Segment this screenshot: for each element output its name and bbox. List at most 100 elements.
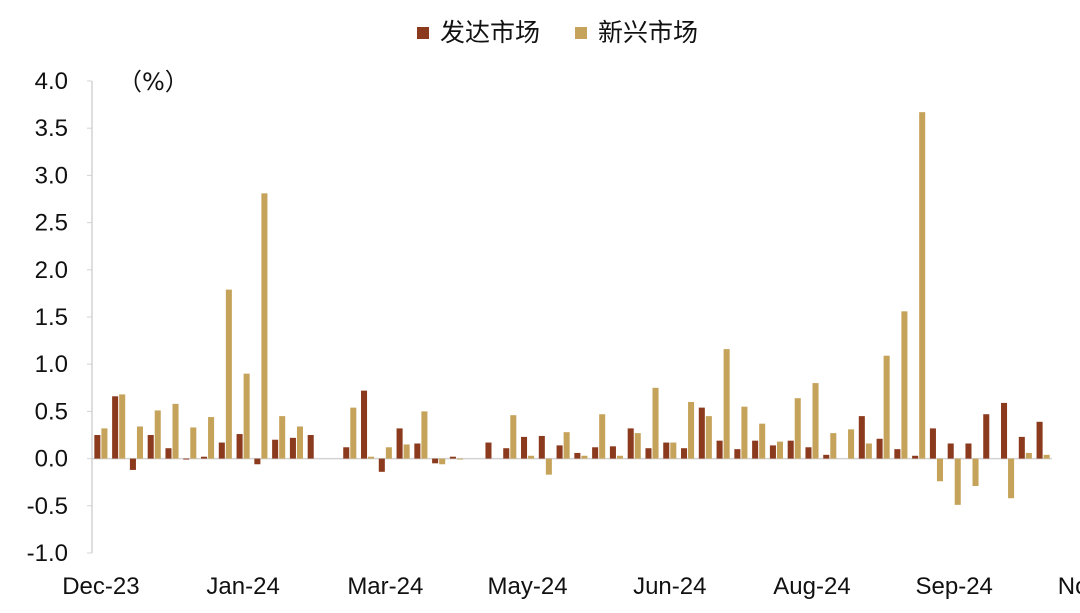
bar-emerging-6 [208,417,215,459]
bar-developed-53 [1036,421,1043,459]
bar-developed-5 [183,458,190,460]
bar-emerging-35 [723,349,730,459]
x-tick-label: Nov-24 [1058,573,1080,600]
bar-emerging-16 [385,447,392,459]
bar-developed-30 [627,428,634,459]
bar-emerging-18 [421,411,428,459]
bar-emerging-24 [528,455,535,459]
bar-emerging-49 [972,458,979,486]
bar-emerging-33 [688,401,695,459]
bar-developed-50 [983,414,990,459]
bar-developed-51 [1001,402,1008,459]
bar-emerging-44 [883,355,890,459]
bar-emerging-37 [759,423,766,459]
bar-emerging-7 [225,289,232,459]
bar-emerging-51 [1008,458,1015,499]
bar-emerging-14 [350,407,357,459]
bar-emerging-5 [190,427,197,459]
y-tick-label: 3.0 [35,162,68,189]
y-tick-label: -1.0 [27,540,68,567]
x-tick-label: Sep-24 [916,573,993,600]
bar-emerging-29 [616,455,623,459]
bar-developed-23 [503,448,510,459]
bar-emerging-52 [1025,452,1032,459]
bar-developed-37 [752,440,759,459]
bar-developed-18 [414,443,421,459]
bar-developed-33 [681,448,688,459]
bar-emerging-46 [919,112,926,459]
bar-developed-22 [485,442,492,459]
bar-developed-9 [254,458,261,465]
legend-label-emerging: 新兴市场 [598,18,698,47]
bar-developed-14 [343,447,350,459]
bar-emerging-36 [741,406,748,459]
bar-emerging-25 [545,458,552,475]
y-tick-label: 1.0 [35,351,68,378]
bar-developed-44 [876,438,883,459]
bar-developed-28 [592,447,599,459]
bar-emerging-38 [776,441,783,459]
bar-developed-19 [432,458,439,464]
bar-developed-35 [716,440,723,459]
x-tick-label: Jun-24 [633,573,706,600]
bar-developed-6 [201,456,208,459]
bar-developed-20 [449,456,456,459]
y-tick-label: 3.5 [35,115,68,142]
bar-emerging-40 [812,383,819,459]
bar-developed-7 [218,442,225,459]
bar-emerging-15 [368,456,375,459]
bar-emerging-30 [634,433,641,459]
bar-developed-27 [574,452,581,459]
bar-emerging-10 [279,416,286,459]
bar-developed-46 [912,455,919,459]
bar-developed-24 [521,436,528,459]
x-tick-label: Aug-24 [773,573,850,600]
bar-emerging-48 [954,458,961,505]
bar-developed-12 [307,435,314,459]
unit-label: （%） [118,68,189,96]
y-tick-label: 2.5 [35,210,68,237]
bar-emerging-32 [670,442,677,459]
bar-emerging-26 [563,432,570,459]
bar-developed-0 [94,435,101,459]
bar-emerging-42 [848,429,855,459]
x-tick-label: Jan-24 [206,573,279,600]
bar-emerging-20 [456,458,463,460]
bar-developed-38 [769,445,776,459]
bar-developed-4 [165,448,172,459]
y-tick-label: -0.5 [27,493,68,520]
bar-developed-8 [236,434,243,459]
bar-developed-10 [272,439,279,459]
bar-developed-1 [112,396,119,459]
bar-emerging-11 [296,426,303,459]
y-tick-label: 4.0 [35,68,68,95]
bar-emerging-17 [403,444,410,459]
bar-emerging-34 [705,416,712,459]
bar-developed-36 [734,449,741,459]
bar-emerging-47 [936,458,943,482]
bar-emerging-45 [901,311,908,459]
bar-emerging-28 [599,414,606,459]
bar-developed-15 [361,390,368,459]
bar-emerging-3 [154,410,161,459]
bar-developed-29 [609,446,616,459]
bar-emerging-23 [510,415,517,459]
bar-emerging-53 [1043,454,1050,459]
y-axis: 4.0 3.5 3.0 2.5 2.0 1.5 1.0 0.5 0.0 -0.5 -1.0 [27,68,93,567]
bar-developed-49 [965,443,972,459]
x-tick-label: May-24 [488,573,568,600]
bar-emerging-9 [261,193,268,459]
bar-emerging-2 [136,426,143,459]
bar-emerging-8 [243,373,250,459]
bar-developed-32 [663,442,670,459]
x-axis: Dec-23 Jan-24 Mar-24 May-24 Jun-24 Aug-24 Sep-… [62,457,1080,600]
legend-swatch-emerging [575,27,587,39]
bars [94,112,1050,505]
bar-developed-43 [858,416,865,459]
legend-swatch-developed [417,27,429,39]
bar-developed-2 [129,458,136,470]
bar-developed-17 [396,428,403,459]
bar-emerging-27 [581,455,588,459]
